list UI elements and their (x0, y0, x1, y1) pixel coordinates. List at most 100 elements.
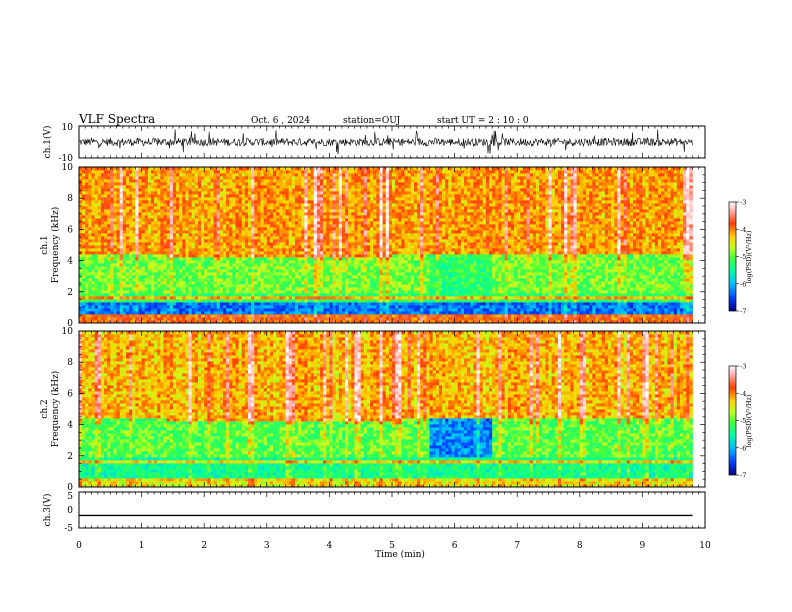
spectrogram-cell (235, 167, 240, 171)
spectrogram-cell (132, 308, 136, 312)
spectrogram-cell (294, 176, 299, 180)
spectrogram-cell (210, 215, 214, 219)
spectrogram-cell (141, 311, 146, 315)
spectrogram-cell (182, 305, 186, 309)
spectrogram-cell (235, 272, 240, 276)
spectrogram-cell (188, 263, 193, 267)
spectrogram-cell (266, 248, 271, 252)
spectrogram-cell (329, 224, 333, 228)
spectrogram-cell (201, 230, 205, 234)
spectrogram-cell (166, 191, 171, 195)
spectrogram-cell (157, 281, 161, 285)
spectrogram-cell (169, 167, 174, 171)
spectrogram-cell (213, 203, 218, 207)
spectrogram-cell (104, 224, 108, 228)
spectrogram-cell (241, 197, 246, 201)
spectrogram-cell (354, 311, 358, 315)
spectrogram-cell (341, 254, 346, 258)
spectrogram-cell (320, 206, 324, 210)
spectrogram-cell (160, 287, 164, 291)
spectrogram-cell (176, 266, 180, 270)
spectrogram-cell (91, 260, 96, 264)
spectrogram-cell (129, 200, 133, 204)
spectrogram-cell (326, 293, 330, 297)
spectrogram-cell (263, 257, 268, 261)
spectrogram-cell (348, 311, 352, 315)
spectrogram-cell (229, 230, 233, 234)
spectrogram-cell (94, 215, 99, 219)
spectrogram-cell (160, 266, 164, 270)
spectrogram-cell (291, 263, 296, 267)
spectrogram-cell (260, 269, 265, 273)
spectrogram-cell (91, 224, 96, 228)
spectrogram-cell (207, 227, 211, 231)
spectrogram-cell (298, 278, 302, 282)
spectrogram-cell (169, 266, 174, 270)
spectrogram-cell (263, 320, 268, 323)
spectrogram-cell (144, 263, 149, 267)
spectrogram-cell (357, 287, 362, 291)
spectrogram-cell (304, 230, 308, 234)
spectrogram-cell (119, 230, 124, 234)
spectrogram-cell (219, 236, 224, 240)
spectrogram-cell (182, 311, 186, 315)
spectrogram-cell (166, 269, 171, 273)
spectrogram-cell (125, 311, 130, 315)
spectrogram-cell (147, 320, 152, 323)
spectrogram-cell (179, 215, 183, 219)
spectrogram-cell (335, 266, 340, 270)
spectrogram-cell (116, 209, 121, 213)
spectrogram-cell (100, 182, 105, 186)
spectrogram-cell (163, 170, 168, 174)
spectrogram-cell (79, 305, 83, 309)
spectrogram-cell (104, 203, 108, 207)
spectrogram-cell (79, 209, 83, 213)
spectrogram-cell (176, 233, 180, 237)
spectrogram-cell (88, 281, 92, 285)
spectrogram-cell (104, 308, 108, 312)
spectrogram-cell (222, 224, 227, 228)
spectrogram-cell (150, 254, 155, 258)
spectrogram-cell (213, 182, 218, 186)
spectrogram-cell (248, 257, 252, 261)
spectrogram-cell (316, 200, 321, 204)
spectrogram-cell (194, 290, 199, 294)
spectrogram-cell (110, 197, 114, 201)
spectrogram-cell (320, 185, 324, 189)
spectrogram-cell (273, 167, 277, 171)
spectrogram-cell (204, 278, 208, 282)
spectrogram-cell (241, 275, 246, 279)
spectrogram-cell (320, 263, 324, 267)
spectrogram-cell (185, 170, 189, 174)
spectrogram-cell (125, 212, 130, 216)
spectrogram-cell (222, 221, 227, 225)
spectrogram-cell (129, 167, 133, 171)
spectrogram-cell (335, 221, 340, 225)
spectrogram-cell (310, 311, 315, 315)
spectrogram-cell (276, 230, 280, 234)
spectrogram-cell (241, 302, 246, 306)
spectrogram-cell (138, 263, 142, 267)
spectrogram-cell (288, 263, 293, 267)
spectrogram-cell (244, 278, 249, 282)
spectrogram-cell (363, 185, 368, 189)
spectrogram-cell (204, 308, 208, 312)
spectrogram-cell (351, 260, 355, 264)
spectrogram-cell (150, 284, 155, 288)
spectrogram-cell (172, 305, 177, 309)
spectrogram-cell (207, 251, 211, 255)
spectrogram-cell (273, 218, 277, 222)
spectrogram-cell (244, 173, 249, 177)
spectrogram-cell (345, 173, 349, 177)
spectrogram-cell (241, 251, 246, 255)
spectrogram-cell (79, 260, 83, 264)
spectrogram-cell (294, 272, 299, 276)
spectrogram-cell (279, 263, 283, 267)
spectrogram-cell (254, 254, 258, 258)
spectrogram-cell (172, 320, 177, 323)
spectrogram-cell (91, 275, 96, 279)
spectrogram-cell (160, 320, 164, 323)
spectrogram-cell (169, 269, 174, 273)
spectrogram-cell (288, 170, 293, 174)
spectrogram-cell (313, 242, 318, 246)
